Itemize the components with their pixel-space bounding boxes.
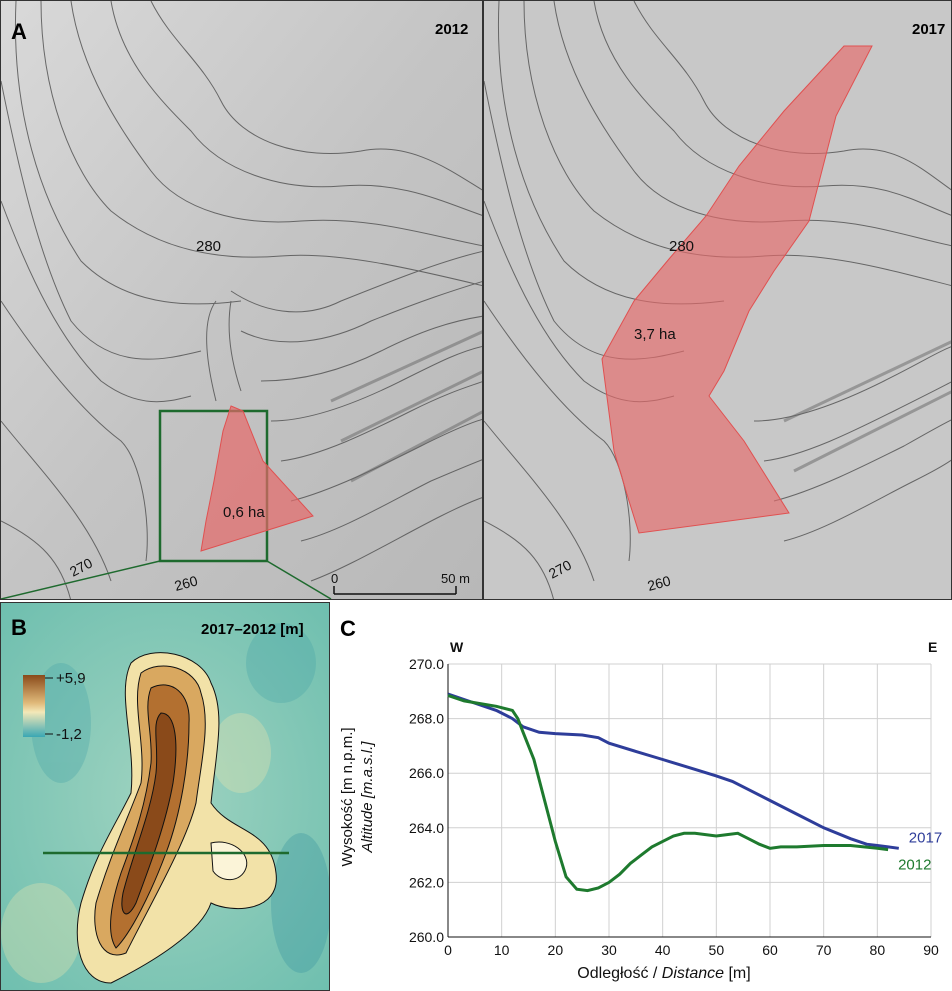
panel-letter-a: A <box>11 19 27 44</box>
hillshade-map-2017-svg: 3,7 ha 280 270 260 <box>484 1 951 599</box>
direction-label-east: E <box>928 639 937 655</box>
landslide-area-2017 <box>601 45 873 534</box>
y-tick-label: 268.0 <box>409 711 444 727</box>
y-tick-label: 260.0 <box>409 929 444 945</box>
terrace-ridges <box>330 330 482 483</box>
y-tick-label: 264.0 <box>409 820 444 836</box>
x-axis-title: Odległość / Distance [m] <box>577 965 750 982</box>
y-axis-title: Wysokość [m n.p.m.] <box>339 727 356 866</box>
contour-label-260: 260 <box>173 572 200 594</box>
direction-label-west: W <box>450 639 464 655</box>
landslide-area-label-2017: 3,7 ha <box>634 326 676 343</box>
x-tick-label: 40 <box>655 942 671 958</box>
scale-end-label: 50 m <box>441 571 470 586</box>
terrace-ridges <box>783 340 951 473</box>
scale-start-label: 0 <box>331 571 338 586</box>
change-area-island <box>210 841 248 881</box>
series-line-2017 <box>447 692 899 850</box>
hillshade-map-2012-svg: 0,6 ha 280 270 260 0 50 m <box>1 1 482 599</box>
y-tick-label: 262.0 <box>409 874 444 890</box>
y-axis-title-en: Altitude [m.a.s.l.] <box>359 741 376 854</box>
elevation-difference-map: +5,9 -1,2 B 2017–2012 [m] <box>0 602 330 991</box>
background-texture <box>1 623 329 983</box>
legend-max-label: +5,9 <box>56 670 86 687</box>
y-tick-label: 270.0 <box>409 656 444 672</box>
landslide-area-label-2012: 0,6 ha <box>223 504 265 521</box>
x-tick-label: 70 <box>816 942 832 958</box>
hillshade-map-2017: 3,7 ha 280 270 260 2017 <box>483 0 952 600</box>
x-tick-label: 50 <box>709 942 725 958</box>
panel-letter-c: C <box>340 616 356 641</box>
contour-label-260: 260 <box>646 572 673 594</box>
x-tick-label: 80 <box>870 942 886 958</box>
x-tick-label: 10 <box>494 942 510 958</box>
elevation-profile-svg: 0 10 20 30 40 50 60 70 80 90 260.0 262.0 264.0 266.0 2… <box>339 639 942 982</box>
hillshade-map-2012: 0,6 ha 280 270 260 0 50 m A 2012 <box>0 0 483 600</box>
legend-min-label: -1,2 <box>56 726 82 743</box>
panel-letter-b: B <box>11 615 27 640</box>
contour-lines <box>1 1 482 599</box>
series-line-2012 <box>447 693 889 893</box>
contour-label-280: 280 <box>669 238 694 255</box>
x-tick-label: 30 <box>601 942 617 958</box>
year-label-2017: 2017 <box>912 21 946 38</box>
contour-label-280: 280 <box>196 238 221 255</box>
difference-map-title: 2017–2012 [m] <box>201 621 304 638</box>
x-tick-label: 60 <box>762 942 778 958</box>
x-tick-label: 90 <box>923 942 939 958</box>
y-tick-label: 266.0 <box>409 765 444 781</box>
elevation-difference-svg: +5,9 -1,2 <box>1 603 329 990</box>
legend-color-ramp <box>23 675 45 737</box>
x-tick-label: 0 <box>444 942 452 958</box>
change-area-core <box>121 712 177 915</box>
inset-leader-left <box>1 560 161 599</box>
inset-leader-right <box>266 560 332 599</box>
scale-bar: 0 50 m <box>331 571 470 595</box>
elevation-profile-chart: 0 10 20 30 40 50 60 70 80 90 260.0 262.0 264.0 266.0 2… <box>330 602 952 991</box>
series-label-2012: 2012 <box>898 857 931 874</box>
x-tick-label: 20 <box>548 942 564 958</box>
year-label-2012: 2012 <box>435 21 469 38</box>
landslide-area-2012 <box>200 405 314 552</box>
series-label-2017: 2017 <box>909 829 942 846</box>
